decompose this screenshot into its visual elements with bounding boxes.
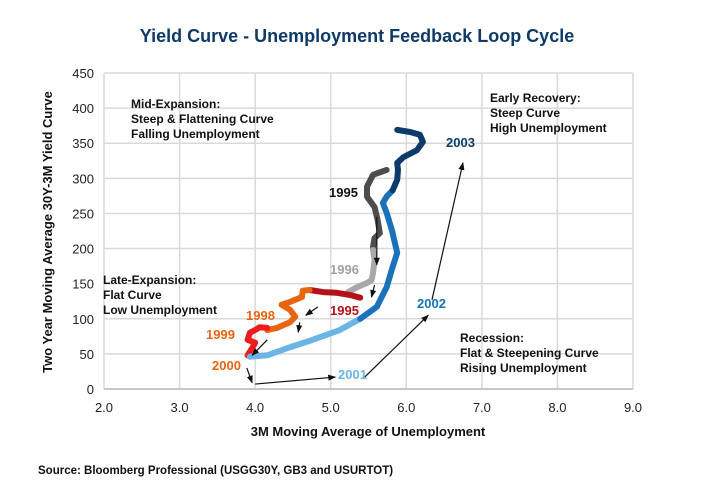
series-line-1995-late-: [306, 286, 364, 301]
x-tick-label: 2.0: [95, 400, 113, 415]
series-line-1998: [264, 286, 313, 334]
annotation-line: Flat & Steepening Curve: [460, 346, 599, 360]
series-line-2002: [357, 187, 401, 322]
year-label-2002: 2002: [417, 296, 446, 311]
y-tick-label: 300: [72, 171, 94, 186]
x-tick-label: 6.0: [397, 400, 415, 415]
arrow: [370, 284, 377, 298]
annotation-line: Mid-Expansion:: [131, 97, 220, 111]
arrow: [364, 314, 429, 378]
arrows: [246, 161, 465, 385]
arrow: [296, 322, 303, 334]
series-line-2003: [389, 126, 426, 194]
y-tick-label: 450: [72, 66, 94, 81]
year-label-2003: 2003: [446, 135, 475, 150]
year-label-1999: 1999: [206, 327, 235, 342]
x-axis-label: 3M Moving Average of Unemployment: [251, 424, 486, 439]
y-axis-label: Two Year Moving Average 30Y-3M Yield Cur…: [40, 91, 55, 373]
y-tick-label: 400: [72, 101, 94, 116]
annotation-line: Recession:: [460, 331, 524, 345]
year-label-2000: 2000: [212, 358, 241, 373]
x-tick-label: 9.0: [624, 400, 642, 415]
ticks: 2.0 3.0 4.0 5.0 6.0 7.0 8.0 9.0 0 50 100 150 200 250 3…: [72, 66, 642, 415]
series-line-2001: [246, 315, 364, 360]
annotation-line: Falling Unemployment: [131, 127, 260, 141]
x-tick-label: 8.0: [548, 400, 566, 415]
chart-title: Yield Curve - Unemployment Feedback Loop…: [140, 26, 574, 46]
y-tick-label: 0: [87, 382, 94, 397]
arrow: [431, 161, 465, 300]
y-tick-label: 50: [80, 347, 94, 362]
annotation-late-expansion: Late-Expansion: Flat Curve Low Unemploym…: [103, 273, 217, 317]
x-tick-label: 3.0: [171, 400, 189, 415]
series-line-1995: [363, 166, 390, 253]
arrow: [255, 374, 337, 385]
y-tick-label: 100: [72, 312, 94, 327]
annotation-recession: Recession: Flat & Steepening Curve Risin…: [460, 331, 599, 375]
x-tick-label: 4.0: [246, 400, 264, 415]
year-labels: 1995 1996 1995 1998 1999 2000 2001 2002 …: [206, 135, 475, 382]
y-tick-label: 200: [72, 242, 94, 257]
annotation-mid-expansion: Mid-Expansion: Steep & Flattening Curve …: [131, 97, 274, 141]
year-label-2001: 2001: [338, 367, 367, 382]
annotation-line: Flat Curve: [103, 288, 162, 302]
year-label-1995-red: 1995: [330, 303, 359, 318]
series: [244, 126, 426, 360]
annotation-early-recovery: Early Recovery: Steep Curve High Unemplo…: [490, 91, 607, 135]
year-label-1995-gray: 1995: [329, 185, 358, 200]
year-label-1998: 1998: [246, 308, 275, 323]
y-tick-label: 150: [72, 277, 94, 292]
arrow: [251, 339, 268, 357]
annotation-line: Early Recovery:: [490, 91, 581, 105]
y-tick-label: 350: [72, 136, 94, 151]
annotation-line: Steep Curve: [490, 106, 560, 120]
annotation-line: High Unemployment: [490, 121, 607, 135]
annotation-line: Low Unemployment: [103, 303, 217, 317]
x-tick-label: 5.0: [322, 400, 340, 415]
annotation-line: Steep & Flattening Curve: [131, 112, 274, 126]
y-tick-label: 250: [72, 206, 94, 221]
annotation-line: Rising Unemployment: [460, 361, 587, 375]
arrow: [246, 367, 253, 384]
series-line-1999-2000: [244, 324, 271, 359]
x-tick-label: 7.0: [473, 400, 491, 415]
grid: [103, 72, 634, 390]
arrow: [304, 306, 319, 316]
source-note: Source: Bloomberg Professional (USGG30Y,…: [38, 465, 393, 477]
year-label-1996: 1996: [330, 262, 359, 277]
annotation-line: Late-Expansion:: [103, 273, 196, 287]
